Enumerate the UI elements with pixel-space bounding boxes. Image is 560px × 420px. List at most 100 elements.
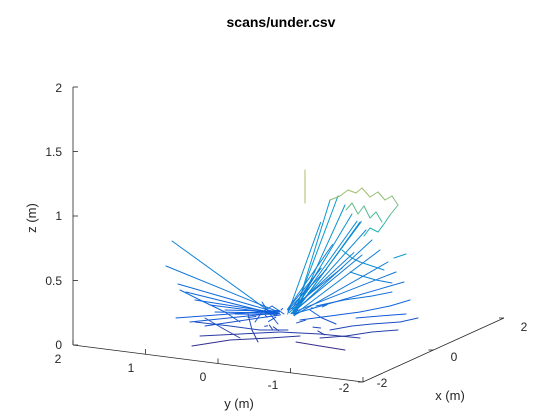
scan-trace-segment	[375, 211, 383, 223]
scan-trace-segment	[384, 195, 393, 201]
scan-trace-segment	[319, 345, 346, 351]
z-tick-label: 1	[55, 209, 62, 223]
scan-trace-segment	[355, 187, 363, 194]
scan-trace-segment	[321, 317, 337, 325]
scan-trace-segment	[371, 321, 401, 325]
scan-trace-segment	[267, 316, 277, 323]
y-tick-label: 1	[128, 361, 135, 375]
scan-trace-segment	[369, 211, 377, 219]
scan-trace-segment	[286, 244, 334, 310]
scan-trace-segment	[361, 187, 371, 198]
scan-trace-segment	[189, 312, 280, 323]
scan-trace-segment	[199, 299, 226, 313]
y-axis-label: y (m)	[224, 396, 254, 411]
scan-trace-segment	[229, 325, 261, 331]
x-tick-label: 0	[451, 350, 458, 364]
scan-trace-segment	[271, 305, 285, 315]
scan-trace-segment	[391, 195, 399, 206]
scan-trace-segment	[349, 271, 363, 277]
scan-trace-segment	[355, 315, 381, 319]
scan-trace-segment	[379, 313, 407, 317]
scan-trace-segment	[359, 305, 391, 313]
scan-trace-segment	[317, 330, 326, 336]
scan-trace-segment	[269, 335, 301, 339]
scan-trace-segment	[269, 313, 279, 325]
scan-trace-segment	[254, 311, 263, 323]
scan-trace-segment	[177, 283, 280, 314]
scan-trace-segment	[377, 191, 386, 201]
scan-trace-segment	[369, 227, 379, 233]
scan-trace-segment	[329, 195, 341, 201]
scan-trace-segment	[290, 271, 397, 314]
scan-trace-segment	[345, 202, 353, 211]
scan-traces	[165, 169, 419, 351]
scan-trace-segment	[287, 221, 322, 315]
z-tick-label: 0.5	[45, 274, 62, 288]
scan-trace-segment	[312, 326, 322, 329]
scan-trace-segment	[309, 309, 323, 319]
scan-trace-segment	[389, 204, 399, 216]
z-tick-label: 1.5	[45, 145, 62, 159]
scan-trace-segment	[221, 327, 241, 339]
scan-trace-segment	[247, 313, 253, 331]
scan-trace-segment	[294, 204, 346, 317]
scan-trace-segment	[194, 321, 231, 327]
scan-trace-segment	[224, 311, 241, 323]
chart-title: scans/under.csv	[227, 14, 336, 30]
z-tick-label: 0	[55, 338, 62, 352]
scan-trace-segment	[288, 252, 355, 314]
scan-trace-segment	[239, 331, 281, 335]
scan-trace-segment	[369, 191, 379, 198]
scan-trace-segment	[293, 195, 339, 315]
scan-trace-segment	[179, 289, 201, 301]
scan-trace-segment	[383, 214, 391, 225]
scan-trace-segment	[315, 299, 345, 307]
x-tick-label: 2	[521, 320, 528, 334]
scan-trace-segment	[351, 323, 373, 327]
scan-trace-segment	[343, 295, 373, 301]
scan-trace-segment	[292, 281, 405, 315]
scan-trace-segment	[339, 189, 349, 197]
scan-trace-segment	[191, 339, 231, 347]
scan-trace-segment	[321, 304, 328, 308]
scan-trace-segment	[329, 311, 361, 317]
scan-trace-segment	[294, 249, 381, 315]
scan-trace-segment	[272, 312, 275, 315]
scan-trace-segment	[351, 202, 359, 215]
scan-trace-segment	[280, 308, 284, 311]
y-tick-label: 0	[200, 370, 207, 384]
scan-trace-segment	[357, 205, 365, 215]
scan-trace-segment	[371, 329, 399, 333]
scan-trace-segment	[165, 265, 278, 312]
x-tick-label: -2	[377, 376, 388, 390]
scan-trace-segment	[261, 301, 271, 315]
scan-trace-segment	[251, 329, 259, 343]
scan-trace-segment	[329, 325, 353, 331]
scan-trace-segment	[287, 268, 328, 311]
scan-trace-segment	[291, 213, 353, 314]
scan-trace-segment	[264, 314, 268, 318]
z-axis-label: z (m)	[24, 203, 39, 233]
y-tick-label: -2	[339, 381, 350, 395]
scan-trace-segment	[361, 275, 377, 281]
scan-trace-segment	[363, 227, 371, 237]
scan-trace-segment	[299, 315, 331, 321]
scan-trace-segment	[345, 331, 373, 337]
scan-trace-segment	[229, 337, 271, 341]
scan-trace-segment	[209, 304, 280, 315]
scan-trace-segment	[363, 205, 371, 219]
scan-trace-segment	[377, 223, 385, 233]
y-tick-label: 2	[55, 352, 62, 366]
scan-trace-segment	[399, 317, 419, 323]
scan-trace-segment	[293, 261, 389, 317]
scan-trace-segment	[371, 291, 393, 297]
scan-trace-segment	[288, 267, 322, 309]
scan-trace-segment	[272, 326, 280, 332]
scan-trace-segment	[268, 324, 273, 330]
scan-trace-segment	[292, 220, 358, 312]
scan-trace-segment	[375, 279, 393, 284]
scan-trace-segment	[319, 335, 347, 339]
scan-trace-segment	[389, 299, 411, 307]
scan-trace-segment	[341, 249, 353, 259]
scan-trace-segment	[247, 316, 257, 319]
